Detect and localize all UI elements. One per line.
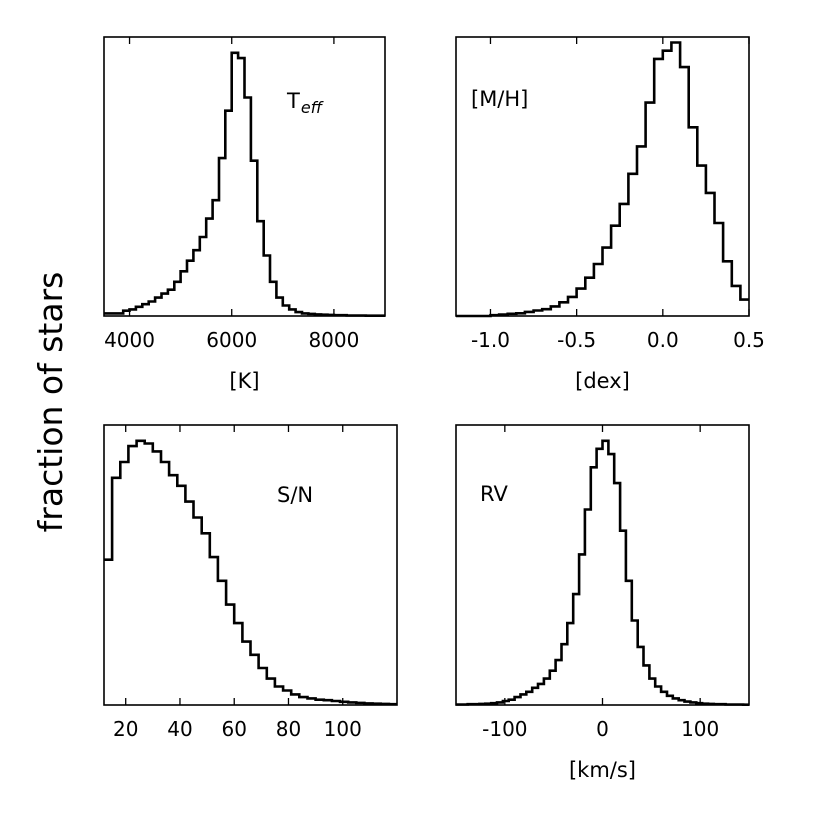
panel-title-metallicity: [M/H] [471,87,528,111]
x-axis-label-teff: [K] [229,369,259,393]
x-tick-label-teff: 6000 [206,328,257,352]
x-axis-label-metallicity: [dex] [575,369,630,393]
plot-frame-rv [455,424,750,706]
panel-teff: Teff 4000 6000 8000 [K] [103,36,386,393]
panel-title-snr: S/N [277,483,313,507]
x-tick-label-metallicity: -0.5 [557,328,596,352]
x-tick-label-teff: 8000 [308,328,359,352]
panel-rv: RV -100 0 100 [km/s] [455,424,750,782]
x-axis-label-rv: [km/s] [569,758,636,782]
x-tick-label-metallicity: 0.5 [733,328,765,352]
panel-title-rv: RV [480,482,508,506]
plot-frame-metallicity [455,36,750,317]
x-tick-label-snr: 40 [167,717,192,741]
x-tick-label-teff: 4000 [104,328,155,352]
x-tick-label-metallicity: -1.0 [471,328,510,352]
x-tick-label-snr: 80 [276,717,301,741]
x-tick-label-snr: 100 [324,717,362,741]
x-tick-label-snr: 60 [221,717,246,741]
x-tick-label-rv: 0 [596,717,609,741]
x-tick-label-metallicity: 0.0 [647,328,679,352]
x-tick-label-rv: 100 [681,717,719,741]
y-axis-label: fraction of stars [31,272,70,533]
plot-frame-snr [103,424,398,706]
histogram-teff [104,51,385,317]
histogram-metallicity [456,41,749,318]
panel-snr: S/N 20 40 60 80 100 [103,424,398,741]
panel-title-teff: Teff [286,89,325,117]
panel-metallicity: [M/H] -1.0 -0.5 0.0 0.5 [dex] [455,36,765,393]
plot-frame-teff [103,36,386,317]
histogram-rv [456,439,749,706]
x-tick-label-rv: -100 [482,717,527,741]
x-tick-label-snr: 20 [113,717,138,741]
histogram-snr [104,439,397,706]
